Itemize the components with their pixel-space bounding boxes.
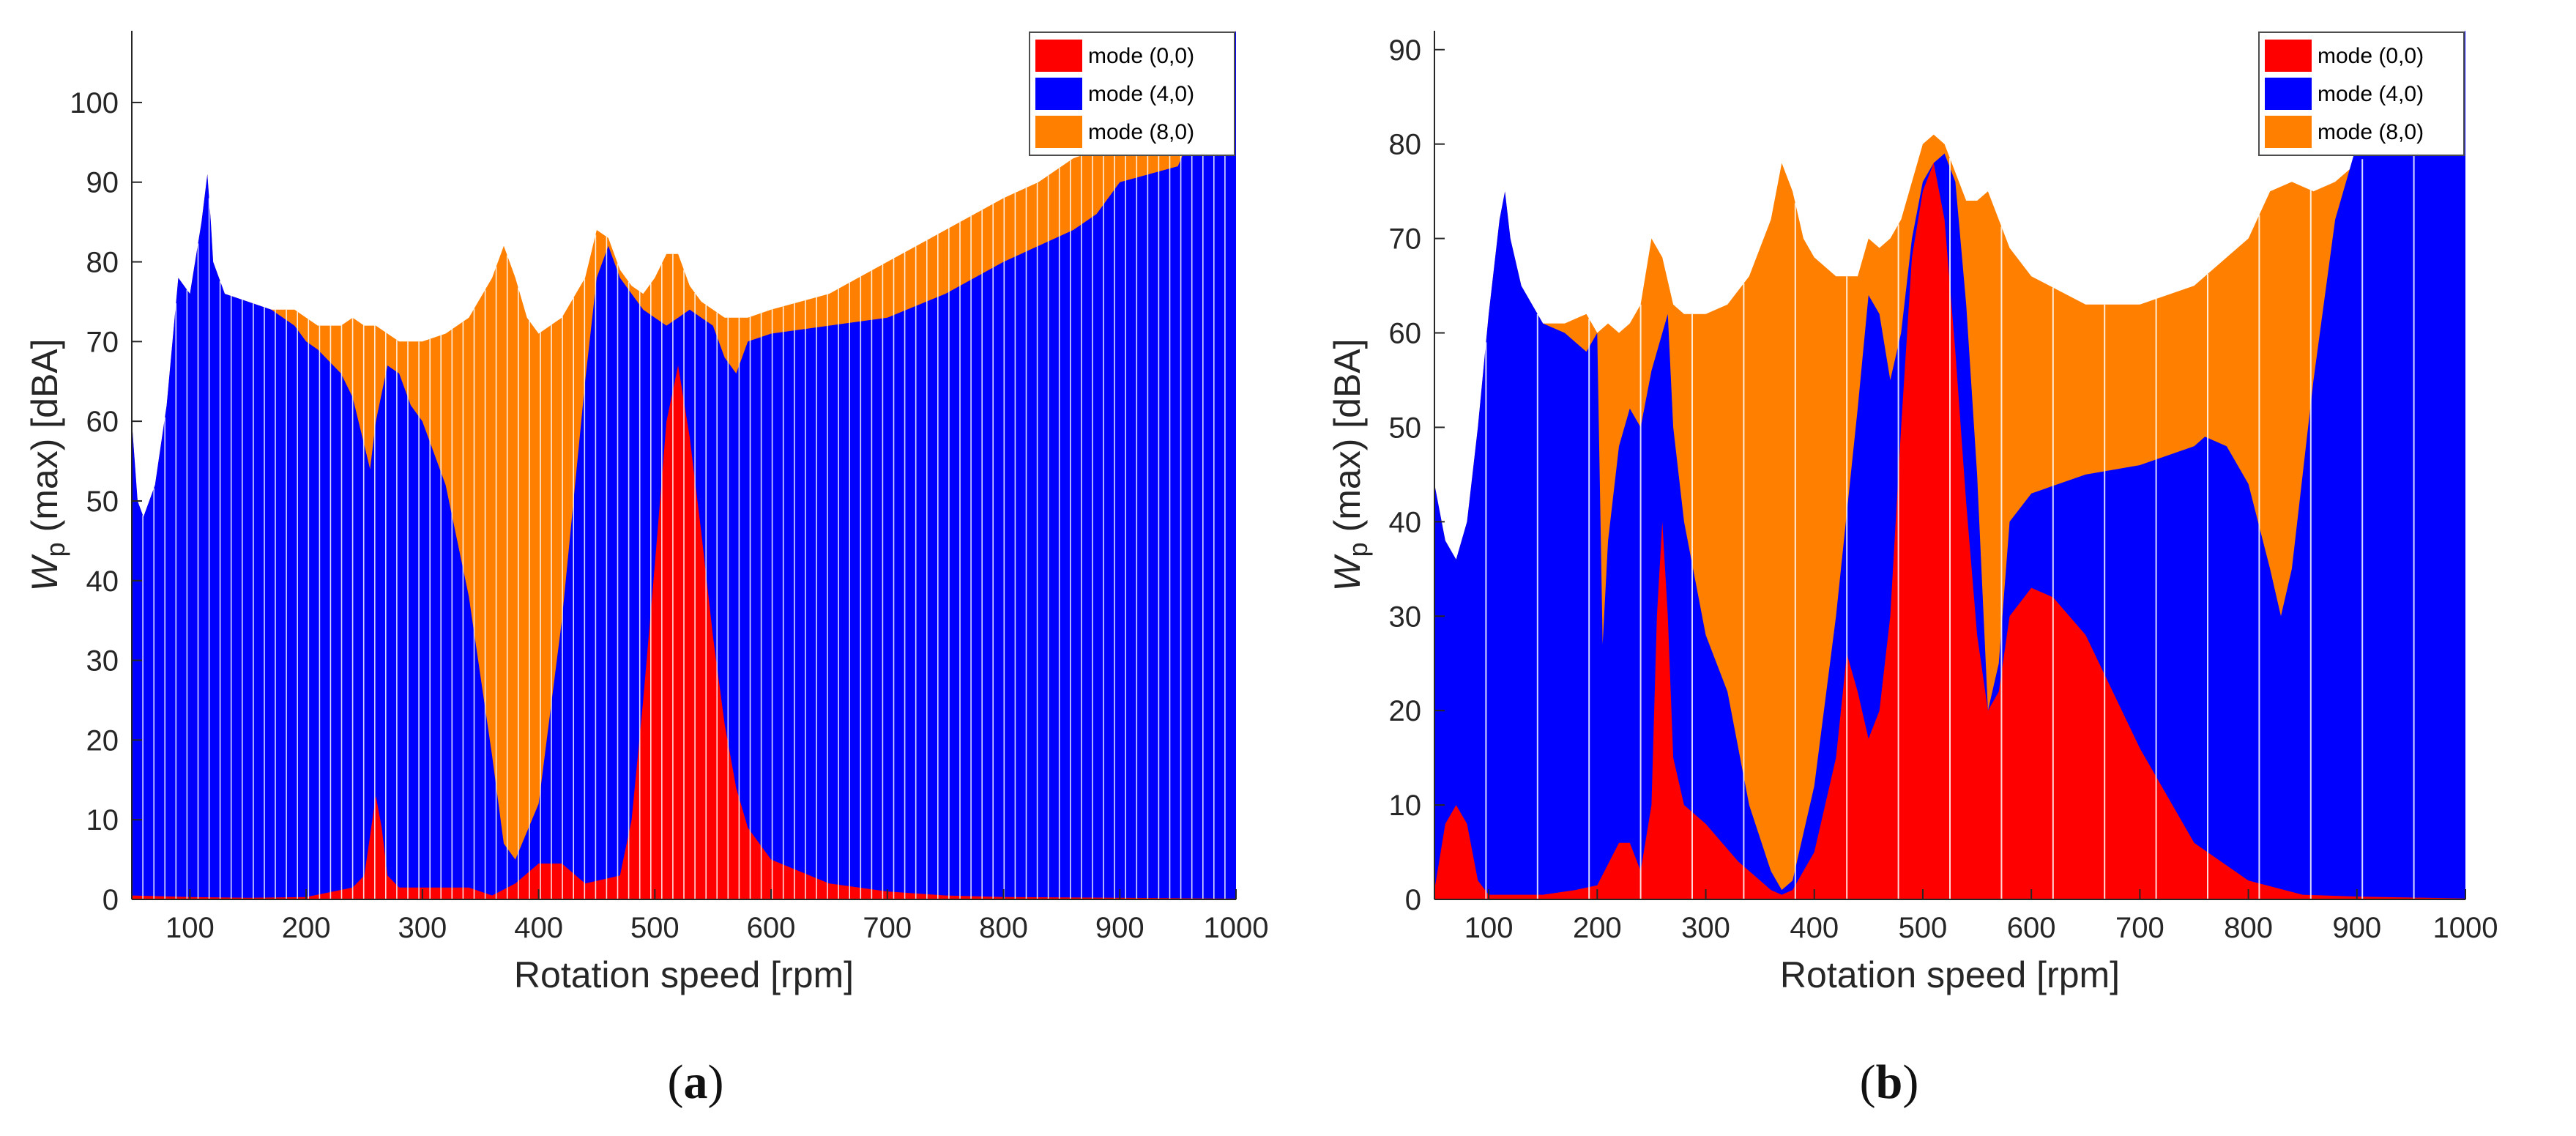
x-tick-label: 600: [2007, 912, 2056, 944]
y-axis-label: Wp (max) [dBA]: [1327, 338, 1373, 591]
x-tick-label: 600: [747, 912, 796, 944]
y-tick-label: 70: [86, 326, 119, 358]
y-axis-label-var: W: [24, 554, 65, 592]
legend-label: mode (8,0): [2318, 120, 2424, 144]
x-tick-label: 700: [2115, 912, 2164, 944]
x-axis-label: Rotation speed [rpm]: [514, 954, 854, 995]
y-tick-label: 0: [1405, 884, 1421, 916]
x-tick-label: 900: [1095, 912, 1144, 944]
plot-area: [1434, 31, 2465, 899]
y-tick-label: 10: [1389, 790, 1422, 822]
x-tick-label: 800: [2224, 912, 2273, 944]
y-tick-label: 90: [1389, 34, 1422, 67]
y-axis-label-rest: (max) [dBA]: [1327, 338, 1368, 542]
y-tick-label: 40: [1389, 506, 1422, 538]
legend-swatch: [2265, 40, 2312, 72]
y-tick-label: 80: [86, 247, 119, 279]
y-tick-label: 70: [1389, 223, 1422, 256]
plot-area: [132, 31, 1236, 899]
legend-swatch: [2265, 78, 2312, 110]
legend-swatch: [1035, 40, 1082, 72]
x-tick-label: 200: [1573, 912, 1622, 944]
y-tick-label: 60: [86, 406, 119, 438]
y-tick-label: 30: [86, 645, 119, 677]
bar-separators: [142, 48, 1226, 899]
y-tick-label: 100: [70, 87, 119, 119]
y-tick-label: 60: [1389, 318, 1422, 350]
y-axis-label-rest: (max) [dBA]: [24, 338, 65, 542]
x-tick-label: 400: [514, 912, 563, 944]
x-tick-label: 100: [165, 912, 215, 944]
y-tick-label: 20: [1389, 695, 1422, 727]
y-axis-label-sub: p: [40, 542, 70, 557]
x-tick-label: 500: [630, 912, 680, 944]
legend-label: mode (4,0): [2318, 82, 2424, 106]
y-axis-label: Wp (max) [dBA]: [24, 338, 70, 591]
y-tick-label: 30: [1389, 601, 1422, 633]
bar-separators: [1485, 120, 2415, 899]
legend-label: mode (0,0): [2318, 44, 2424, 68]
x-tick-label: 800: [979, 912, 1028, 944]
x-tick-label: 1000: [1204, 912, 1269, 944]
chart-b: 100 200 300 400 500 600 700 800 900 1000 0 10 20 30 40…: [1327, 31, 2498, 995]
x-tick-label: 100: [1464, 912, 1514, 944]
y-tick-label: 40: [86, 565, 119, 598]
legend: mode (0,0) mode (4,0) mode (8,0): [2258, 31, 2465, 156]
chart-a: 100 200 300 400 500 600 700 800 900 1000 0 10 20 30 40…: [24, 31, 1269, 995]
x-tick-label: 200: [282, 912, 331, 944]
y-tick-label: 0: [103, 884, 119, 916]
legend: mode (0,0) mode (4,0) mode (8,0): [1029, 31, 1235, 156]
legend-label: mode (4,0): [1088, 82, 1194, 106]
y-axis-label-var: W: [1327, 554, 1368, 592]
legend-swatch: [1035, 78, 1082, 110]
x-tick-label: 1000: [2433, 912, 2498, 944]
legend-swatch: [2265, 116, 2312, 148]
x-tick-label: 700: [863, 912, 912, 944]
y-tick-label: 10: [86, 804, 119, 836]
x-tick-label: 900: [2332, 912, 2381, 944]
y-tick-label: 50: [86, 486, 119, 518]
x-tick-label: 500: [1899, 912, 1948, 944]
legend-swatch: [1035, 116, 1082, 148]
y-tick-label: 20: [86, 724, 119, 757]
x-tick-label: 300: [1681, 912, 1730, 944]
x-axis-label: Rotation speed [rpm]: [1780, 954, 2120, 995]
y-axis-label-sub: p: [1343, 542, 1373, 557]
y-tick-label: 90: [86, 167, 119, 199]
y-tick-label: 50: [1389, 412, 1422, 444]
legend-label: mode (8,0): [1088, 120, 1194, 144]
caption-b: (b): [1859, 1055, 1919, 1109]
x-tick-label: 400: [1790, 912, 1839, 944]
legend-label: mode (0,0): [1088, 44, 1194, 68]
y-tick-label: 80: [1389, 129, 1422, 161]
x-tick-label: 300: [398, 912, 447, 944]
caption-a: (a): [667, 1055, 724, 1109]
